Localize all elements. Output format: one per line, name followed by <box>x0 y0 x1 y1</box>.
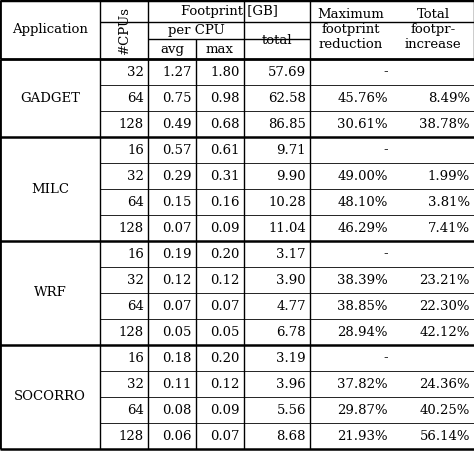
Text: 128: 128 <box>119 118 144 130</box>
Text: 128: 128 <box>119 221 144 235</box>
Text: 0.07: 0.07 <box>163 300 192 312</box>
Text: GADGET: GADGET <box>20 91 80 104</box>
Text: 0.16: 0.16 <box>210 195 240 209</box>
Text: SOCORRO: SOCORRO <box>14 391 86 403</box>
Text: 64: 64 <box>127 300 144 312</box>
Text: 64: 64 <box>127 91 144 104</box>
Text: 21.93%: 21.93% <box>337 429 388 443</box>
Text: 62.58: 62.58 <box>268 91 306 104</box>
Text: MILC: MILC <box>31 182 69 195</box>
Text: 0.05: 0.05 <box>163 326 192 338</box>
Text: 0.12: 0.12 <box>210 377 240 391</box>
Text: max: max <box>206 43 234 55</box>
Text: 38.39%: 38.39% <box>337 273 388 286</box>
Text: -: - <box>383 65 388 79</box>
Text: 1.27: 1.27 <box>163 65 192 79</box>
Text: 48.10%: 48.10% <box>337 195 388 209</box>
Text: WRF: WRF <box>34 286 66 300</box>
Text: 9.90: 9.90 <box>276 170 306 182</box>
Text: 3.17: 3.17 <box>276 247 306 261</box>
Text: 16: 16 <box>127 144 144 156</box>
Text: 0.07: 0.07 <box>210 429 240 443</box>
Text: Footprint [GB]: Footprint [GB] <box>181 4 277 18</box>
Text: 40.25%: 40.25% <box>419 403 470 417</box>
Text: 0.61: 0.61 <box>210 144 240 156</box>
Text: 42.12%: 42.12% <box>419 326 470 338</box>
Text: 32: 32 <box>127 273 144 286</box>
Text: 5.56: 5.56 <box>276 403 306 417</box>
Text: Total
footpr-
increase: Total footpr- increase <box>405 8 461 51</box>
Text: 0.09: 0.09 <box>210 221 240 235</box>
Text: 0.57: 0.57 <box>163 144 192 156</box>
Text: 64: 64 <box>127 195 144 209</box>
Text: 0.06: 0.06 <box>163 429 192 443</box>
Text: 0.15: 0.15 <box>163 195 192 209</box>
Text: 0.19: 0.19 <box>163 247 192 261</box>
Text: 56.14%: 56.14% <box>419 429 470 443</box>
Text: 1.99%: 1.99% <box>428 170 470 182</box>
Text: 3.96: 3.96 <box>276 377 306 391</box>
Text: 9.71: 9.71 <box>276 144 306 156</box>
Text: 0.07: 0.07 <box>210 300 240 312</box>
Text: 6.78: 6.78 <box>276 326 306 338</box>
Text: 49.00%: 49.00% <box>337 170 388 182</box>
Text: 24.36%: 24.36% <box>419 377 470 391</box>
Text: 57.69: 57.69 <box>268 65 306 79</box>
Text: -: - <box>383 144 388 156</box>
Text: 0.68: 0.68 <box>210 118 240 130</box>
Text: 32: 32 <box>127 65 144 79</box>
Text: 0.08: 0.08 <box>163 403 192 417</box>
Text: 0.11: 0.11 <box>163 377 192 391</box>
Text: 11.04: 11.04 <box>268 221 306 235</box>
Text: 10.28: 10.28 <box>268 195 306 209</box>
Text: 32: 32 <box>127 377 144 391</box>
Text: 4.77: 4.77 <box>276 300 306 312</box>
Text: avg: avg <box>160 43 184 55</box>
Text: 0.18: 0.18 <box>163 352 192 365</box>
Text: 3.19: 3.19 <box>276 352 306 365</box>
Text: -: - <box>383 247 388 261</box>
Text: 86.85: 86.85 <box>268 118 306 130</box>
Text: 38.78%: 38.78% <box>419 118 470 130</box>
Text: 46.29%: 46.29% <box>337 221 388 235</box>
Text: #CPUs: #CPUs <box>118 6 130 54</box>
Text: 37.82%: 37.82% <box>337 377 388 391</box>
Text: 30.61%: 30.61% <box>337 118 388 130</box>
Text: total: total <box>262 34 292 47</box>
Text: 16: 16 <box>127 247 144 261</box>
Text: 0.05: 0.05 <box>210 326 240 338</box>
Text: Application: Application <box>12 23 88 36</box>
Text: 0.49: 0.49 <box>163 118 192 130</box>
Text: 0.31: 0.31 <box>210 170 240 182</box>
Text: 0.12: 0.12 <box>163 273 192 286</box>
Text: 128: 128 <box>119 429 144 443</box>
Text: -: - <box>383 352 388 365</box>
Text: 1.80: 1.80 <box>210 65 240 79</box>
Text: 0.09: 0.09 <box>210 403 240 417</box>
Text: 7.41%: 7.41% <box>428 221 470 235</box>
Text: 29.87%: 29.87% <box>337 403 388 417</box>
Text: 0.20: 0.20 <box>210 352 240 365</box>
Text: 0.07: 0.07 <box>163 221 192 235</box>
Text: 8.68: 8.68 <box>276 429 306 443</box>
Text: 128: 128 <box>119 326 144 338</box>
Text: 0.98: 0.98 <box>210 91 240 104</box>
Text: 38.85%: 38.85% <box>337 300 388 312</box>
Text: 28.94%: 28.94% <box>337 326 388 338</box>
Text: 0.29: 0.29 <box>163 170 192 182</box>
Text: 0.20: 0.20 <box>210 247 240 261</box>
Text: 3.90: 3.90 <box>276 273 306 286</box>
Text: 0.75: 0.75 <box>163 91 192 104</box>
Text: 0.12: 0.12 <box>210 273 240 286</box>
Text: Maximum
footprint
reduction: Maximum footprint reduction <box>318 8 384 51</box>
Text: 64: 64 <box>127 403 144 417</box>
Text: 3.81%: 3.81% <box>428 195 470 209</box>
Text: 32: 32 <box>127 170 144 182</box>
Text: per CPU: per CPU <box>168 24 224 37</box>
Text: 23.21%: 23.21% <box>419 273 470 286</box>
Text: 16: 16 <box>127 352 144 365</box>
Text: 22.30%: 22.30% <box>419 300 470 312</box>
Text: 45.76%: 45.76% <box>337 91 388 104</box>
Text: 8.49%: 8.49% <box>428 91 470 104</box>
